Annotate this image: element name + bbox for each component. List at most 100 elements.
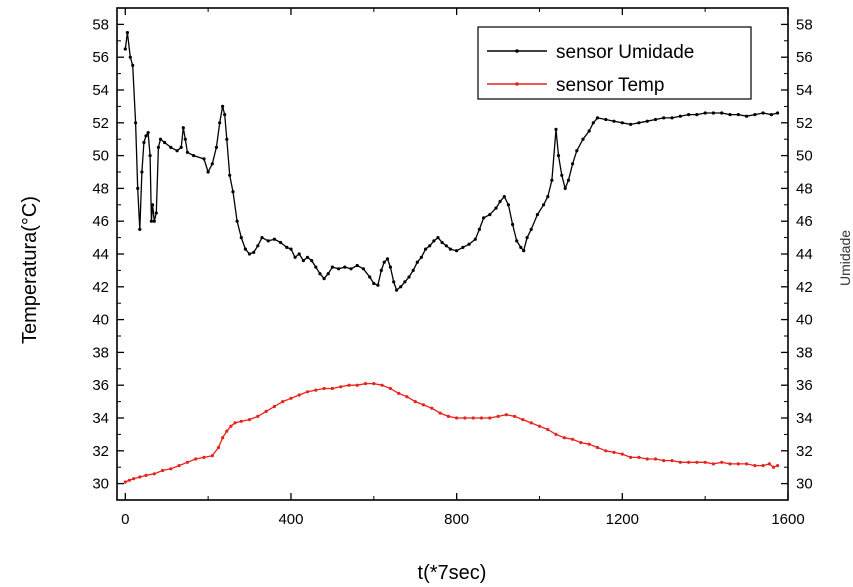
data-point-1 — [355, 383, 359, 387]
data-point-1 — [455, 416, 459, 420]
data-point-1 — [339, 385, 343, 389]
data-point-0 — [322, 277, 326, 281]
x-tick-label: 0 — [121, 511, 129, 528]
data-point-1 — [529, 421, 533, 425]
data-point-0 — [477, 227, 481, 231]
data-point-1 — [161, 468, 165, 473]
data-point-0 — [330, 265, 334, 269]
data-point-1 — [537, 424, 542, 428]
data-point-0 — [612, 119, 616, 123]
y-tick-label-right: 48 — [796, 180, 813, 197]
data-point-0 — [554, 127, 558, 131]
x-tick-label: 800 — [444, 511, 469, 528]
data-point-1 — [347, 383, 351, 387]
data-point-0 — [506, 203, 510, 207]
data-point-1 — [670, 459, 674, 463]
data-point-1 — [132, 477, 136, 481]
y-tick-label-left: 44 — [92, 246, 109, 263]
data-point-0 — [183, 137, 187, 141]
data-point-1 — [745, 462, 749, 466]
data-point-0 — [403, 280, 407, 284]
data-point-0 — [392, 280, 396, 284]
data-point-1 — [612, 450, 616, 454]
data-point-0 — [231, 190, 235, 194]
data-point-1 — [169, 467, 173, 471]
data-point-0 — [239, 236, 243, 240]
data-point-1 — [629, 455, 633, 459]
data-point-0 — [455, 249, 459, 253]
data-point-1 — [554, 432, 558, 436]
data-point-1 — [479, 416, 484, 420]
data-point-0 — [769, 113, 774, 117]
data-point-1 — [711, 462, 716, 466]
data-point-1 — [571, 437, 575, 441]
data-point-0 — [432, 239, 436, 243]
data-point-1 — [645, 457, 649, 461]
y-tick-label-right: 44 — [796, 246, 813, 263]
data-point-0 — [285, 245, 289, 249]
data-point-0 — [488, 213, 492, 217]
data-point-0 — [563, 186, 567, 190]
data-point-0 — [272, 237, 276, 241]
data-point-0 — [305, 255, 310, 259]
data-point-1 — [546, 427, 550, 432]
data-point-0 — [247, 252, 252, 256]
data-point-0 — [595, 116, 600, 120]
data-point-0 — [131, 63, 135, 67]
data-point-1 — [225, 429, 229, 433]
data-point-0 — [235, 219, 239, 223]
data-point-0 — [123, 47, 127, 51]
data-point-0 — [297, 252, 301, 256]
x-axis-title: t(*7sec) — [418, 562, 487, 584]
data-point-0 — [736, 113, 740, 117]
data-point-0 — [154, 211, 158, 215]
data-point-1 — [604, 449, 608, 453]
data-point-0 — [436, 236, 440, 240]
data-point-0 — [473, 237, 477, 241]
y-tick-label-right: 36 — [796, 377, 813, 394]
legend: sensor Umidade sensor Temp — [477, 26, 752, 100]
legend-box — [477, 26, 752, 100]
data-point-0 — [587, 129, 591, 133]
data-point-0 — [645, 119, 649, 123]
data-point-1 — [281, 400, 285, 404]
data-point-0 — [149, 219, 153, 223]
y-tick-label-left: 42 — [92, 279, 109, 296]
data-point-1 — [637, 455, 641, 459]
legend-label-umidade: sensor Umidade — [556, 42, 694, 63]
data-point-0 — [314, 265, 318, 269]
data-point-0 — [703, 111, 707, 115]
data-point-0 — [134, 121, 138, 125]
data-point-0 — [502, 195, 506, 199]
data-point-1 — [216, 445, 221, 450]
series-layer — [123, 30, 780, 484]
data-point-0 — [293, 255, 297, 259]
y-tick-label-right: 42 — [796, 279, 813, 296]
data-point-0 — [152, 219, 156, 223]
data-point-1 — [771, 465, 776, 469]
y-tick-label-right: 56 — [796, 49, 813, 66]
data-point-0 — [372, 281, 376, 286]
data-point-1 — [687, 460, 691, 464]
data-point-0 — [728, 113, 732, 117]
data-point-0 — [461, 245, 465, 249]
data-point-0 — [525, 236, 529, 240]
data-point-0 — [202, 157, 206, 161]
data-point-1 — [194, 457, 198, 461]
data-point-0 — [221, 104, 225, 108]
data-point-0 — [444, 244, 448, 248]
data-point-0 — [407, 275, 411, 279]
data-point-1 — [513, 414, 517, 418]
data-point-0 — [138, 227, 142, 231]
y-tick-label-left: 40 — [92, 312, 109, 329]
data-point-0 — [776, 111, 780, 115]
y-tick-label-left: 58 — [92, 16, 109, 33]
data-point-0 — [146, 131, 150, 135]
y-tick-label-right: 52 — [796, 115, 813, 132]
data-point-1 — [363, 382, 368, 386]
y-tick-label-left: 32 — [92, 443, 109, 460]
data-point-1 — [127, 478, 131, 482]
data-point-0 — [210, 162, 214, 166]
data-point-0 — [662, 116, 666, 120]
data-point-0 — [494, 206, 498, 210]
